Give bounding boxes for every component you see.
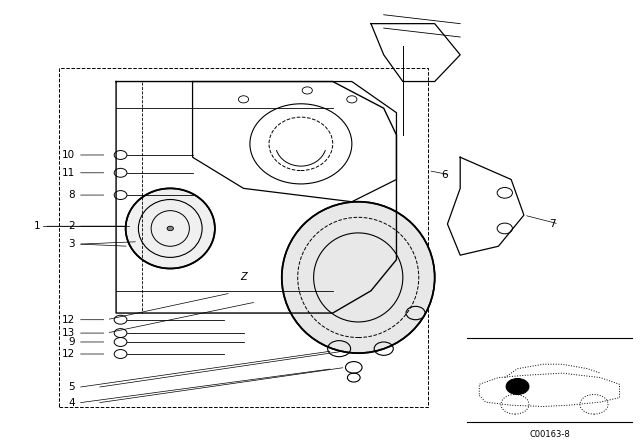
Text: 12: 12 [61,315,75,325]
Text: 10: 10 [61,150,75,160]
Bar [59,68,428,406]
Text: 8: 8 [68,190,75,200]
Text: 5: 5 [68,383,75,392]
Text: 12: 12 [61,349,75,359]
Text: 6: 6 [441,170,447,180]
Circle shape [167,226,173,231]
Text: 3: 3 [68,239,75,249]
Text: 7: 7 [549,219,556,229]
Text: 13: 13 [61,328,75,338]
Text: 1: 1 [35,221,41,231]
Text: Z: Z [240,272,247,282]
Circle shape [506,379,529,395]
Text: 11: 11 [61,168,75,178]
Text: 9: 9 [68,337,75,347]
Text: 4: 4 [68,398,75,408]
Text: 2: 2 [68,221,75,231]
Text: C00163-8: C00163-8 [529,430,570,439]
Ellipse shape [125,188,215,268]
Ellipse shape [282,202,435,353]
